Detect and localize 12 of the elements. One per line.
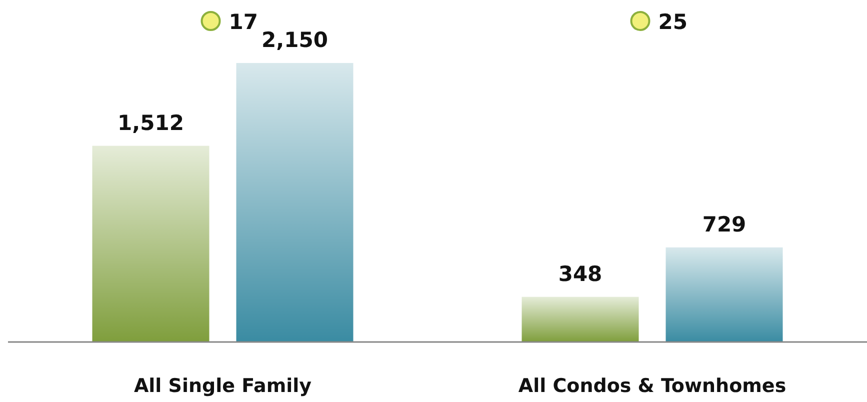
text: 25: [658, 10, 688, 34]
bar: [236, 63, 354, 342]
bar: [522, 296, 639, 342]
x-tick-label: All Single Family: [134, 375, 312, 397]
text: 17: [228, 10, 258, 34]
data-label: 1,512: [118, 110, 184, 135]
data-label: 729: [702, 212, 746, 236]
bar: [666, 247, 783, 342]
bar: [92, 146, 210, 342]
data-label: 2,150: [262, 28, 328, 52]
data-label: 348: [558, 262, 602, 286]
x-tick-label: All Condos & Townhomes: [518, 375, 786, 397]
